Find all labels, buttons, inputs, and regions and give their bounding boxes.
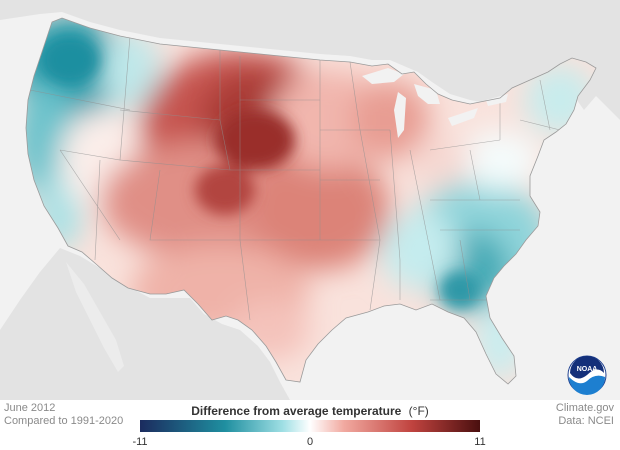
legend-colorbar [140, 420, 480, 432]
map-canvas [0, 0, 620, 400]
period-label: June 2012 [4, 402, 56, 414]
noaa-logo-text: NOAA [577, 366, 598, 373]
legend-title-text: Difference from average temperature [191, 404, 402, 418]
legend-title: Difference from average temperature (°F) [140, 404, 480, 418]
baja-peninsula [66, 262, 124, 372]
mexico-landmass [0, 248, 290, 400]
baseline-label: Compared to 1991-2020 [4, 415, 124, 427]
legend-min-label: -11 [132, 436, 148, 448]
legend-mid-label: 0 [306, 436, 314, 448]
canada-landmass [0, 0, 620, 120]
state-boundaries [29, 35, 561, 321]
credit-data: Data: NCEI [558, 415, 614, 427]
great-lakes [362, 68, 508, 138]
legend-unit: (°F) [408, 404, 429, 418]
noaa-logo-icon: NOAA [567, 355, 607, 395]
legend-max-label: 11 [474, 436, 486, 448]
credit-site: Climate.gov [555, 402, 614, 414]
